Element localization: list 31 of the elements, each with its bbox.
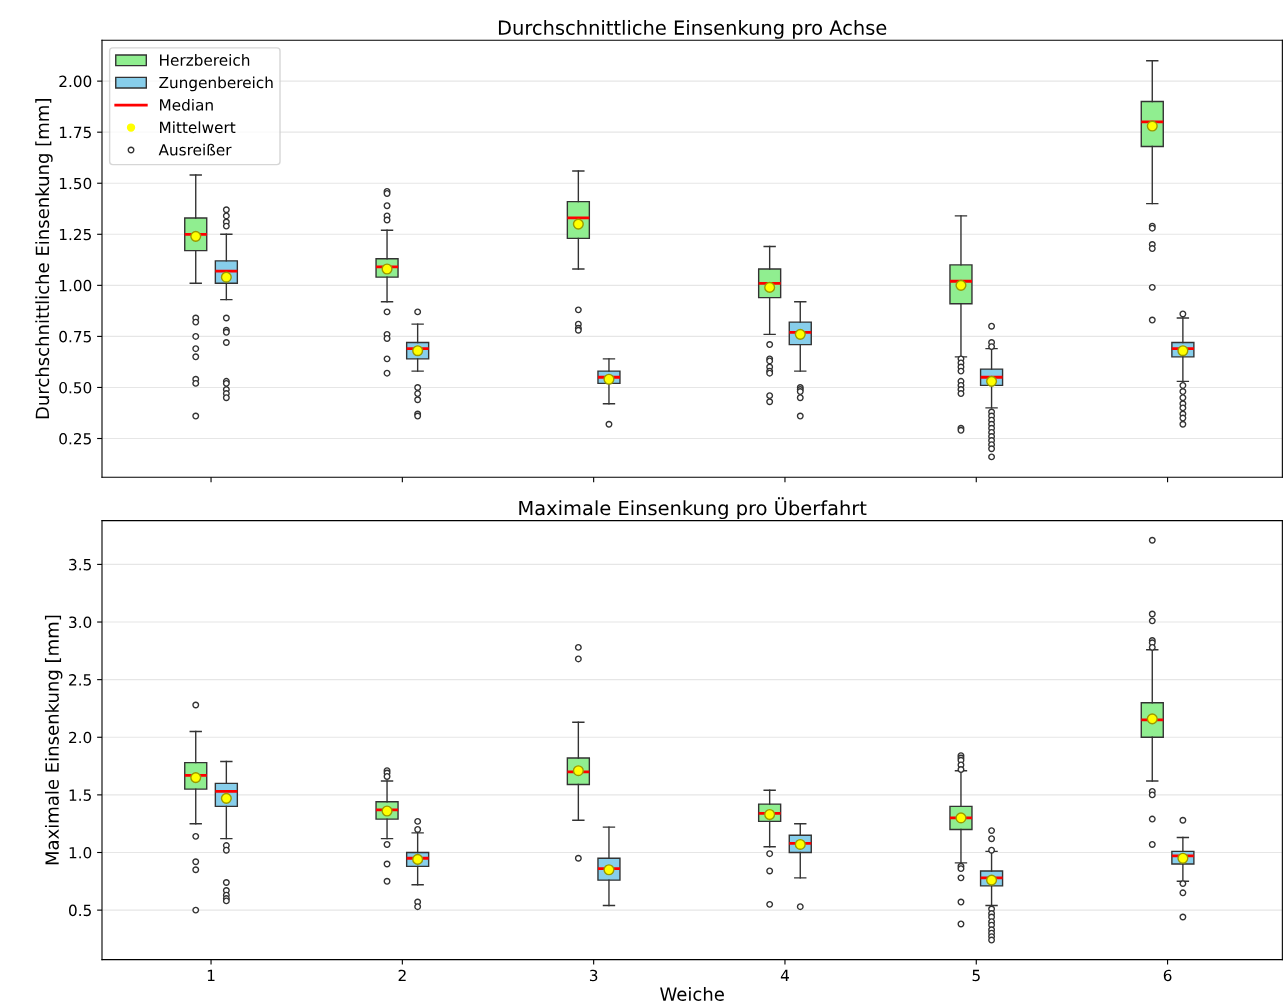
y-tick-label: 3.5 <box>69 558 91 571</box>
legend-label: Herzbereich <box>160 54 250 66</box>
y-tick-label: 3.0 <box>69 616 92 629</box>
x-tick-label: 2 <box>398 969 406 981</box>
legend-label: Median <box>160 98 213 111</box>
x-tick-label: 5 <box>972 969 980 982</box>
legend-label: Zungenbereich <box>159 76 273 92</box>
x-tick-label: 3 <box>589 969 598 982</box>
y-tick-label: 2.00 <box>59 75 92 88</box>
legend-label: Mittelwert <box>160 121 236 134</box>
y-axis-title: Durchschnittliche Einsenkung [mm] <box>35 99 53 419</box>
chart-title: Maximale Einsenkung pro Überfahrt <box>519 497 867 520</box>
y-tick-label: 1.0 <box>69 846 92 859</box>
x-axis-title: Weiche <box>660 986 724 1001</box>
y-tick-label: 0.50 <box>59 381 92 394</box>
y-tick-label: 1.50 <box>59 177 92 190</box>
y-tick-label: 1.25 <box>59 228 91 241</box>
legend-label: Ausreißer <box>158 143 232 156</box>
y-tick-label: 0.75 <box>59 330 91 343</box>
x-tick-label: 6 <box>1163 969 1172 982</box>
y-tick-label: 1.75 <box>59 126 91 139</box>
y-tick-label: 2.5 <box>69 674 91 686</box>
y-tick-label: 0.5 <box>68 904 91 917</box>
x-tick-label: 4 <box>780 969 789 981</box>
y-axis-title: Maximale Einsenkung [mm] <box>44 615 63 865</box>
x-tick-label: 1 <box>207 969 215 981</box>
y-tick-label: 0.25 <box>59 432 91 445</box>
y-tick-label: 1.5 <box>69 789 91 801</box>
chart-title: Durchschnittliche Einsenkung pro Achse <box>498 19 887 39</box>
y-tick-label: 2.0 <box>69 731 92 744</box>
y-tick-label: 1.00 <box>59 279 92 292</box>
